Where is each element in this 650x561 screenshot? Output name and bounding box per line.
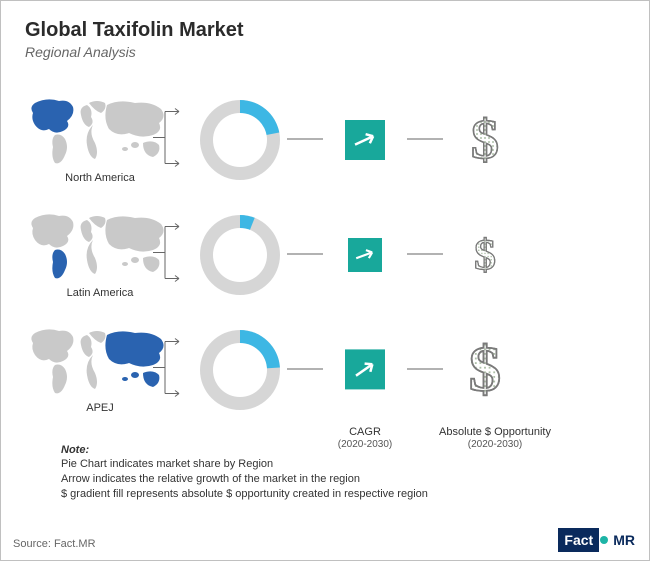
region-rows: North America $ Latin America — [25, 82, 625, 427]
opportunity-column: $ — [425, 223, 545, 287]
cagr-label-text: CAGR — [305, 426, 425, 439]
cagr-arrow-icon — [348, 238, 382, 272]
connector-bracket-icon — [153, 97, 183, 177]
donut-column — [175, 325, 305, 415]
donut-chart — [195, 325, 285, 415]
region-row: North America $ — [25, 82, 625, 197]
logo-part-mr: MR — [609, 528, 637, 552]
donut-column — [175, 95, 305, 185]
source-text: Source: Fact.MR — [13, 538, 96, 550]
connector-line-icon — [407, 249, 443, 259]
opportunity-column: $ — [425, 108, 545, 172]
opp-label-sub: (2020-2030) — [425, 439, 565, 451]
note-box: Note: Pie Chart indicates market share b… — [61, 443, 428, 502]
connector-line-icon — [287, 364, 323, 374]
donut-chart — [195, 210, 285, 300]
page-subtitle: Regional Analysis — [25, 44, 625, 60]
note-line: $ gradient fill represents absolute $ op… — [61, 487, 428, 502]
region-row: APEJ $ — [25, 312, 625, 427]
connector-line-icon — [407, 364, 443, 374]
dollar-icon: $ — [469, 333, 501, 407]
page-title: Global Taxifolin Market — [25, 19, 625, 42]
logo-part-fact: Fact — [558, 528, 599, 552]
opportunity-column: $ — [425, 338, 545, 402]
region-label: Latin America — [67, 287, 134, 299]
logo-dot-icon — [600, 536, 608, 544]
region-label: APEJ — [86, 402, 114, 414]
note-line: Pie Chart indicates market share by Regi… — [61, 457, 428, 472]
brand-logo: Fact MR — [558, 528, 637, 552]
donut-chart — [195, 95, 285, 185]
region-row: Latin America $ — [25, 197, 625, 312]
dollar-icon: $ — [474, 230, 496, 280]
connector-bracket-icon — [153, 327, 183, 407]
note-head: Note: — [61, 443, 428, 458]
cagr-arrow-icon — [345, 120, 385, 160]
cagr-arrow-icon — [345, 347, 385, 392]
opp-column-label: Absolute $ Opportunity (2020-2030) — [425, 426, 565, 451]
connector-line-icon — [287, 134, 323, 144]
connector-line-icon — [287, 249, 323, 259]
donut-column — [175, 210, 305, 300]
connector-bracket-icon — [153, 212, 183, 292]
opp-label-text: Absolute $ Opportunity — [425, 426, 565, 439]
note-line: Arrow indicates the relative growth of t… — [61, 472, 428, 487]
region-label: North America — [65, 172, 135, 184]
connector-line-icon — [407, 134, 443, 144]
dollar-icon: $ — [471, 108, 499, 172]
